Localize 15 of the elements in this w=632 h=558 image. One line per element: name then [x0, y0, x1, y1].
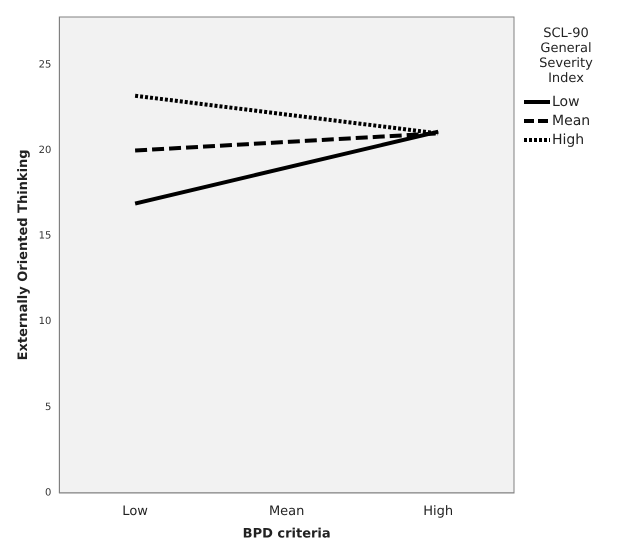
x-axis-title: BPD criteria: [242, 526, 331, 542]
y-tick-label: 10: [38, 316, 52, 328]
x-tick-label: Mean: [268, 504, 304, 519]
y-tick-label: 20: [38, 145, 52, 156]
legend-label: Low: [552, 94, 580, 110]
y-tick-label: 25: [38, 60, 52, 71]
y-axis-title: Externally Oriented Thinking: [16, 149, 32, 360]
x-tick-label: Low: [122, 504, 148, 519]
legend-label: High: [552, 132, 584, 148]
y-tick-label: 5: [44, 402, 52, 413]
x-tick-label: High: [423, 504, 454, 519]
y-tick-label: 0: [44, 487, 52, 498]
legend-title: SCL-90 General Severity Index: [538, 26, 594, 86]
legend-label: Mean: [552, 112, 590, 128]
y-tick-label: 15: [38, 230, 52, 242]
